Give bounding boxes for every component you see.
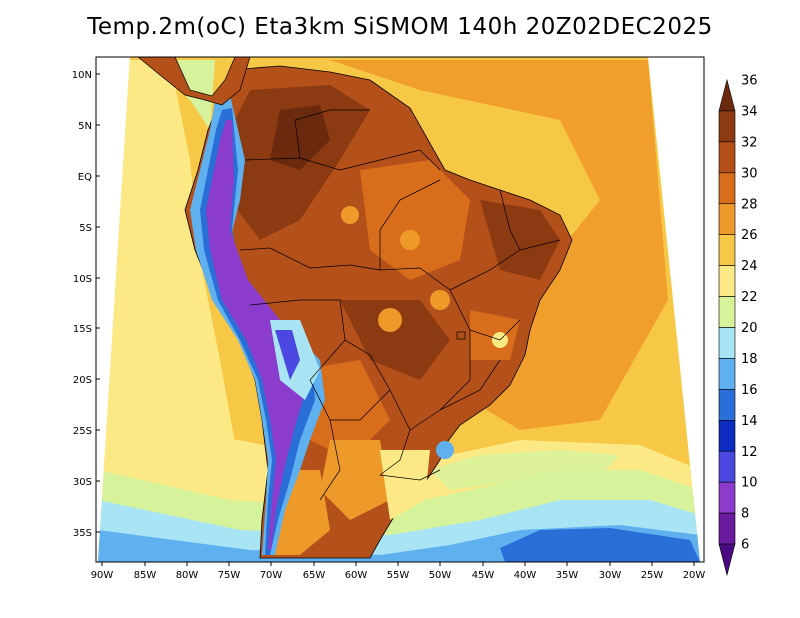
lon-tick: 20W (683, 562, 706, 581)
lon-tick: 25W (641, 562, 664, 581)
lon-tick: 65W (303, 562, 326, 581)
lat-tick: 10N (72, 70, 100, 81)
svg-text:55W: 55W (387, 570, 410, 581)
svg-text:50W: 50W (429, 570, 452, 581)
lon-tick: 55W (387, 562, 410, 581)
svg-text:25S: 25S (73, 426, 92, 437)
svg-text:60W: 60W (345, 570, 368, 581)
lon-tick: 90W (91, 562, 114, 581)
colorbar-segment (718, 78, 736, 112)
colorbar-label: 28 (741, 197, 758, 212)
colorbar-segment (718, 512, 736, 545)
colorbar-segment (718, 420, 736, 452)
colorbar-segment (718, 543, 736, 577)
colorbar-segment (718, 389, 736, 421)
colorbar-segment (718, 481, 736, 514)
colorbar-label: 30 (741, 166, 758, 181)
colorbar-label: 8 (741, 507, 749, 522)
colorbar-segment (718, 450, 736, 483)
svg-text:5N: 5N (78, 121, 92, 132)
lat-tick: 30S (73, 477, 100, 488)
longitude-axis: 90W 85W 80W 75W 70W 65W 60W 55W 50W 45W … (91, 562, 706, 581)
colorbar-segment (718, 358, 736, 390)
plot-frame (95, 56, 705, 563)
colorbar-label: 24 (741, 259, 758, 274)
lon-tick: 45W (472, 562, 495, 581)
colorbar-label: 10 (741, 476, 758, 491)
svg-text:35S: 35S (73, 528, 92, 539)
country-borders (239, 109, 561, 501)
svg-text:80W: 80W (176, 570, 199, 581)
lon-tick: 75W (218, 562, 241, 581)
lat-tick: 20S (73, 375, 100, 386)
map-title: Temp.2m(oC) Eta3km SiSMOM 140h 20Z02DEC2… (87, 14, 713, 40)
lon-tick: 80W (176, 562, 199, 581)
svg-text:75W: 75W (218, 570, 241, 581)
svg-text:30W: 30W (599, 570, 622, 581)
svg-text:30S: 30S (73, 477, 92, 488)
colorbar-segment (718, 265, 736, 297)
svg-text:25W: 25W (641, 570, 664, 581)
colorbar-label: 36 (741, 74, 758, 89)
colorbar-label: 12 (741, 445, 758, 460)
colorbar-segment (718, 141, 736, 174)
lat-tick: 10S (73, 274, 100, 285)
colorbar-label: 26 (741, 228, 758, 243)
temperature-field (98, 57, 700, 562)
colorbar-segment (718, 296, 736, 328)
svg-text:10N: 10N (72, 70, 92, 81)
svg-text:45W: 45W (472, 570, 495, 581)
colorbar-label: 22 (741, 290, 758, 305)
colorbar-segment (718, 234, 736, 266)
lon-tick: 60W (345, 562, 368, 581)
svg-text:10S: 10S (73, 274, 92, 285)
colorbar-segment (718, 203, 736, 235)
svg-text:35W: 35W (556, 570, 579, 581)
svg-text:5S: 5S (79, 223, 92, 234)
svg-text:40W: 40W (514, 570, 537, 581)
colorbar-label: 20 (741, 321, 758, 336)
svg-text:65W: 65W (303, 570, 326, 581)
colorbar-label: 32 (741, 135, 758, 150)
svg-text:85W: 85W (134, 570, 157, 581)
svg-text:70W: 70W (260, 570, 283, 581)
lon-tick: 70W (260, 562, 283, 581)
colorbar: 36 34 32 30 28 26 24 22 20 18 16 14 12 10 8 6 (718, 74, 758, 577)
lat-tick: 15S (73, 324, 100, 335)
colorbar-label: 18 (741, 352, 758, 367)
colorbar-label: 14 (741, 414, 758, 429)
svg-text:20S: 20S (73, 375, 92, 386)
colorbar-segment (718, 110, 736, 143)
lon-tick: 50W (429, 562, 452, 581)
lon-tick: 85W (134, 562, 157, 581)
svg-text:EQ: EQ (78, 172, 92, 183)
colorbar-segment (718, 172, 736, 205)
latitude-axis: 10N 5N EQ 5S 10S 15S 20S 25S 30S 35S (72, 70, 100, 539)
lat-tick: EQ (78, 172, 100, 183)
svg-text:15S: 15S (73, 324, 92, 335)
colorbar-segment (718, 327, 736, 359)
svg-text:90W: 90W (91, 570, 114, 581)
lat-tick: 35S (73, 528, 100, 539)
lon-tick: 40W (514, 562, 537, 581)
lat-tick: 5N (78, 121, 100, 132)
colorbar-label: 6 (741, 538, 749, 553)
colorbar-label: 34 (741, 104, 758, 119)
lat-tick: 5S (79, 223, 100, 234)
lon-tick: 35W (556, 562, 579, 581)
lon-tick: 30W (599, 562, 622, 581)
colorbar-label: 16 (741, 383, 758, 398)
south-america-land (184, 65, 573, 559)
lat-tick: 25S (73, 426, 100, 437)
svg-text:20W: 20W (683, 570, 706, 581)
